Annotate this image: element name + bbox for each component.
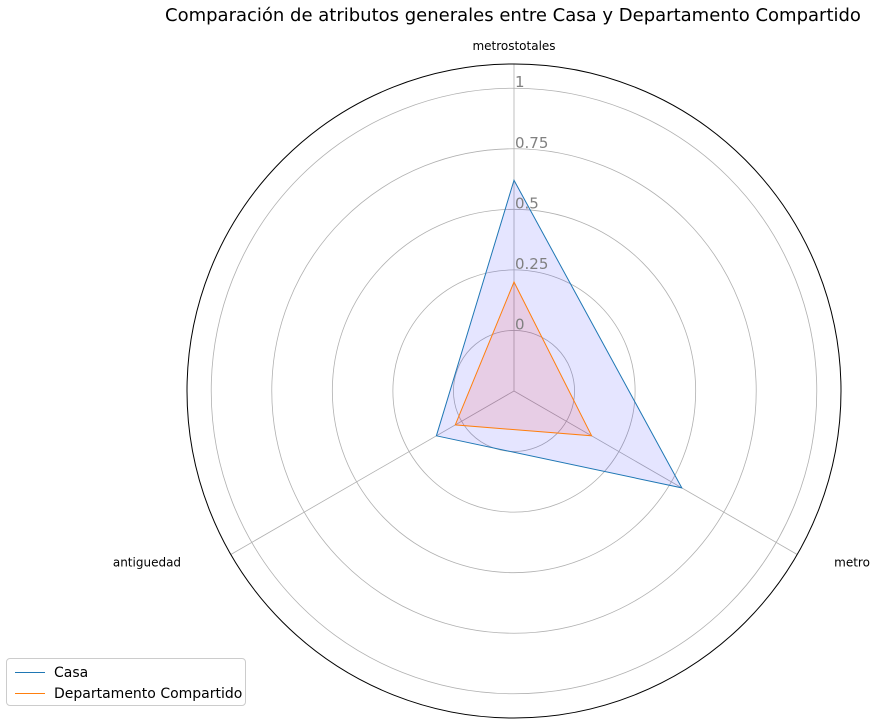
series-line-1 — [454, 280, 593, 437]
chart-title: Comparación de atributos generales entre… — [165, 5, 861, 26]
polar-frame — [186, 63, 842, 719]
radial-tick-label-4: 1 — [515, 73, 525, 91]
legend-swatch-0 — [15, 672, 45, 673]
legend-item-0: Casa — [15, 662, 245, 683]
spoke-antiguedad — [230, 390, 515, 555]
radial-tick-label-2: 0.5 — [515, 194, 539, 212]
legend-item-1: Departamento Compartido — [15, 683, 245, 704]
spoke-metroscubiertos — [513, 390, 798, 555]
series-fill-1 — [455, 282, 592, 436]
legend-swatch-1 — [15, 693, 45, 694]
axis-label-metroscubiertos: metroscubiertos — [834, 556, 870, 570]
series-fill-0 — [436, 180, 682, 488]
axis-label-antiguedad: antiguedad — [113, 556, 181, 570]
legend-label-0: Casa — [54, 664, 89, 681]
legend-label-1: Departamento Compartido — [54, 685, 243, 702]
radial-tick-label-0: 0 — [515, 315, 525, 333]
radial-tick-label-1: 0.25 — [515, 255, 548, 273]
radial-tick-label-3: 0.75 — [515, 134, 548, 152]
axis-label-metrostotales: metrostotales — [472, 39, 555, 53]
series-line-0 — [435, 178, 683, 489]
legend: Casa Departamento Compartido — [6, 658, 246, 706]
